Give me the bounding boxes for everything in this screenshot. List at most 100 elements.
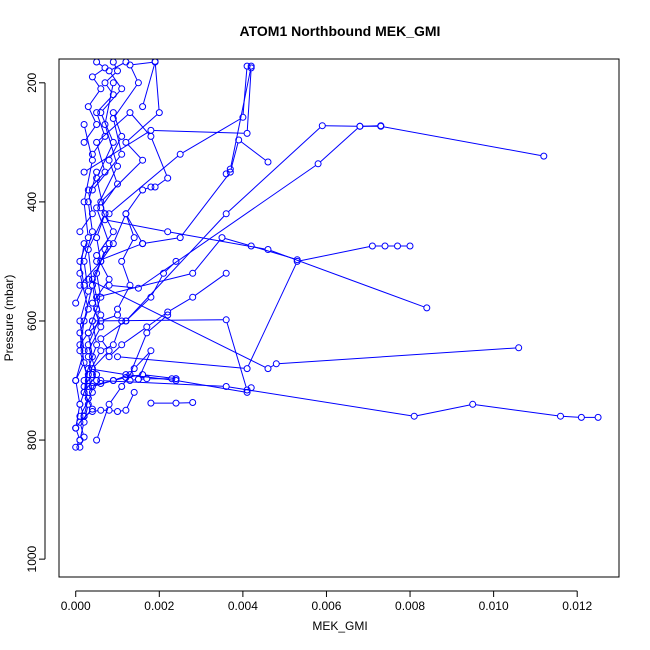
series-segment <box>127 192 142 212</box>
data-series-37 <box>76 311 121 349</box>
data-point <box>88 73 96 81</box>
series-segment <box>81 263 100 284</box>
data-point <box>97 406 105 414</box>
plot-series <box>72 59 602 451</box>
series-segment <box>145 237 178 244</box>
data-point <box>80 383 88 390</box>
series-segment <box>106 85 112 93</box>
series-segment <box>170 231 265 250</box>
series-segment <box>99 244 140 261</box>
data-point <box>72 424 80 432</box>
data-series-18 <box>80 64 255 176</box>
data-point <box>76 412 84 420</box>
data-point <box>114 162 121 170</box>
data-point <box>118 317 126 325</box>
series-segment <box>116 377 123 381</box>
data-point <box>122 210 130 218</box>
series-segment <box>93 281 108 301</box>
data-point <box>88 228 96 236</box>
series-segment <box>90 280 266 368</box>
y-axis: 200 400 600 800 1000 <box>25 72 46 572</box>
series-segment <box>122 240 134 259</box>
series-segment <box>139 353 151 377</box>
series-segment <box>103 345 111 350</box>
data-point <box>97 198 105 206</box>
data-point <box>139 371 147 379</box>
data-point <box>164 308 172 316</box>
x-tick-label: 0.002 <box>144 599 174 613</box>
data-point <box>80 121 88 128</box>
data-point <box>139 240 147 248</box>
series-segment <box>123 370 133 385</box>
series-segment <box>98 114 129 141</box>
data-point <box>76 281 84 289</box>
data-series-15 <box>122 122 548 325</box>
data-point <box>101 79 109 87</box>
series-segment <box>109 163 117 182</box>
series-segment <box>88 193 93 211</box>
data-series-30 <box>76 353 96 444</box>
data-point <box>243 365 251 373</box>
data-point <box>222 269 230 277</box>
data-point <box>134 79 142 87</box>
series-segment <box>181 174 229 236</box>
data-point <box>109 109 117 117</box>
data-point <box>76 400 84 408</box>
series-segment <box>98 96 112 111</box>
data-point <box>101 64 109 72</box>
data-series-16 <box>93 136 272 265</box>
data-point <box>151 183 159 191</box>
series-segment <box>88 252 93 283</box>
series-segment <box>142 64 155 104</box>
data-point <box>109 79 117 87</box>
data-point <box>222 170 230 178</box>
data-point <box>540 152 548 160</box>
series-segment <box>88 347 97 366</box>
series-segment <box>75 407 80 426</box>
series-segment <box>157 179 166 186</box>
data-point <box>172 257 180 265</box>
data-series-6 <box>105 269 230 361</box>
data-point <box>515 344 523 352</box>
series-segment <box>270 364 274 368</box>
series-segment <box>325 125 357 127</box>
data-point <box>88 405 96 413</box>
series-segment <box>270 250 424 308</box>
data-point <box>88 408 96 415</box>
chart-title: ATOM1 Northbound MEK_GMI <box>240 23 441 39</box>
series-segment <box>116 375 128 380</box>
series-segment <box>93 138 104 152</box>
data-point <box>139 156 147 164</box>
data-point <box>126 61 134 69</box>
series-segment <box>76 287 84 301</box>
series-segment <box>86 412 90 416</box>
data-point <box>80 138 88 146</box>
series-segment <box>101 115 113 140</box>
data-point <box>93 234 101 242</box>
y-axis-label: Pressure (mbar) <box>2 275 16 362</box>
series-segment <box>84 234 93 259</box>
data-point <box>130 388 138 396</box>
data-series-10 <box>88 316 251 394</box>
data-point <box>114 353 121 361</box>
series-segment <box>112 285 136 289</box>
series-segment <box>151 139 167 176</box>
data-point <box>76 329 84 337</box>
data-series-12 <box>93 234 301 301</box>
data-series-9 <box>97 377 602 421</box>
series-segment <box>90 322 99 332</box>
data-point <box>80 198 88 206</box>
data-point <box>97 317 105 325</box>
series-segment <box>97 210 109 241</box>
data-point <box>88 317 96 325</box>
series-segment <box>94 69 103 76</box>
data-point <box>93 293 101 301</box>
data-point <box>172 399 180 407</box>
series-segment <box>101 210 113 230</box>
data-series-8 <box>101 216 431 312</box>
data-point <box>222 316 230 324</box>
data-point <box>80 347 88 355</box>
data-point <box>76 341 84 349</box>
data-point <box>264 246 272 253</box>
data-point <box>314 160 322 168</box>
